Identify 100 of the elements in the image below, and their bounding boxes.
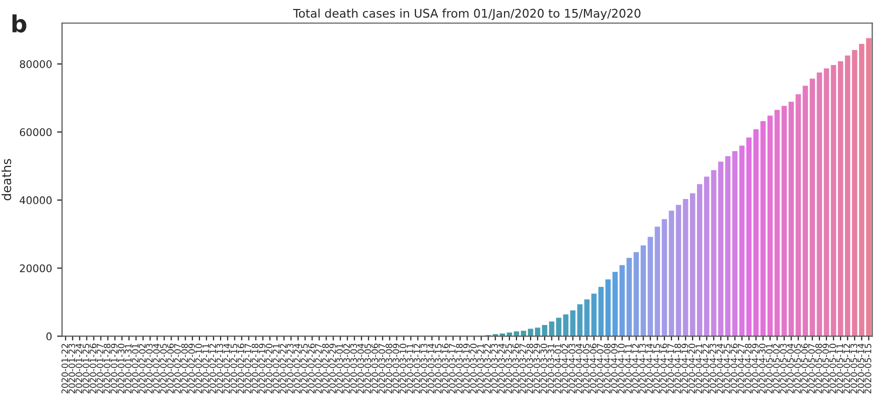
x-tick-label: 2020-04-06 bbox=[590, 344, 597, 394]
x-tick-label: 2020-05-09 bbox=[822, 344, 829, 394]
x-tick-label: 2020-03-08 bbox=[386, 344, 392, 394]
x-tick-label: 2020-02-28 bbox=[322, 344, 329, 394]
x-tick-label: 2020-02-29 bbox=[329, 344, 336, 394]
x-tick-label: 2020-03-13 bbox=[420, 344, 428, 394]
x-tick-label: 2020-04-02 bbox=[562, 344, 568, 394]
x-tick-label: 2020-03-04 bbox=[357, 344, 364, 394]
x-tick-label: 2020-04-01 bbox=[554, 344, 562, 394]
x-tick-label: 2020-04-21 bbox=[696, 344, 702, 394]
x-tick-label: 2020-03-22 bbox=[484, 344, 491, 394]
x-tick-label: 2020-02-07 bbox=[174, 344, 181, 394]
x-tick-label: 2020-03-09 bbox=[392, 344, 400, 394]
x-tick-label: 2020-04-05 bbox=[582, 344, 590, 394]
x-tick-label: 2020-04-15 bbox=[653, 344, 660, 394]
x-tick-label: 2020-05-12 bbox=[844, 344, 850, 394]
x-tick-label: 2020-04-18 bbox=[674, 344, 682, 394]
x-tick-label: 2020-04-24 bbox=[716, 344, 724, 394]
y-tick-label: 20000 bbox=[20, 264, 52, 272]
y-axis-title: deaths bbox=[2, 158, 12, 200]
x-tick-label: 2020-01-29 bbox=[110, 344, 118, 394]
x-tick-label: 2020-05-10 bbox=[829, 344, 836, 394]
x-tick-label: 2020-03-15 bbox=[434, 344, 442, 394]
x-tick-label: 2020-05-07 bbox=[808, 344, 815, 394]
x-tick-label: 2020-03-24 bbox=[498, 344, 505, 394]
x-tick-label: 2020-02-04 bbox=[153, 344, 160, 394]
x-tick-label: 2020-02-09 bbox=[188, 344, 195, 394]
x-tick-label: 2020-04-28 bbox=[744, 344, 752, 394]
x-tick-label: 2020-02-18 bbox=[252, 344, 258, 394]
x-tick-label: 2020-02-12 bbox=[209, 344, 216, 394]
x-tick-label: 2020-04-07 bbox=[596, 344, 604, 394]
x-tick-label: 2020-04-19 bbox=[681, 344, 688, 394]
x-tick-label: 2020-05-08 bbox=[815, 344, 822, 394]
x-tick-label: 2020-03-02 bbox=[343, 344, 350, 394]
x-tick-label: 2020-01-26 bbox=[90, 344, 96, 394]
x-tick-label: 2020-02-21 bbox=[272, 344, 280, 394]
x-tick-label: 2020-03-25 bbox=[505, 344, 512, 394]
x-tick-label: 2020-01-22 bbox=[61, 344, 68, 394]
x-tick-label: 2020-02-17 bbox=[244, 344, 252, 394]
x-tick-label: 2020-04-09 bbox=[611, 344, 618, 394]
x-tick-label: 2020-02-11 bbox=[202, 344, 210, 394]
x-tick-label: 2020-02-20 bbox=[266, 344, 272, 394]
x-tick-label: 2020-03-16 bbox=[442, 344, 449, 394]
x-tick-label: 2020-05-04 bbox=[787, 344, 794, 394]
x-tick-label: 2020-03-12 bbox=[414, 344, 420, 394]
x-tick-label: 2020-01-28 bbox=[104, 344, 110, 394]
x-tick-label: 2020-05-03 bbox=[780, 344, 787, 394]
x-tick-label: 2020-03-17 bbox=[448, 344, 456, 394]
x-tick-label: 2020-02-14 bbox=[224, 344, 230, 394]
chart-title: Total death cases in USA from 01/Jan/2020 to 15/May/2020 bbox=[293, 8, 640, 20]
x-tick-label: 2020-03-05 bbox=[364, 344, 372, 394]
y-tick-label: 80000 bbox=[20, 60, 52, 68]
y-tick-label: 60000 bbox=[20, 128, 52, 136]
text: b bbox=[12, 14, 26, 33]
x-tick-label: 2020-03-20 bbox=[470, 344, 477, 394]
x-tick-label: 2020-04-27 bbox=[738, 344, 744, 394]
x-tick-label: 2020-03-21 bbox=[477, 344, 484, 394]
x-tick-label: 2020-03-30 bbox=[540, 344, 548, 394]
x-tick-label: 2020-03-11 bbox=[406, 344, 414, 394]
x-tick-label: 2020-02-05 bbox=[160, 344, 167, 394]
x-tick-label: 2020-03-10 bbox=[400, 344, 406, 394]
x-tick-label: 2020-03-01 bbox=[336, 344, 343, 394]
x-tick-label: 2020-05-02 bbox=[773, 344, 780, 394]
x-tick-label: 2020-02-03 bbox=[146, 344, 153, 394]
x-tick-label: 2020-04-11 bbox=[625, 344, 632, 394]
x-tick-label: 2020-04-16 bbox=[660, 344, 667, 394]
x-tick-label: 2020-04-22 bbox=[702, 344, 710, 394]
x-tick-label: 2020-01-24 bbox=[76, 344, 82, 394]
x-tick-label: 2020-05-01 bbox=[766, 344, 773, 394]
x-tick-label: 2020-02-16 bbox=[238, 344, 244, 394]
y-tick-label: 0 bbox=[46, 332, 52, 340]
x-tick-label: 2020-03-19 bbox=[463, 344, 470, 394]
x-tick-label: 2020-01-25 bbox=[82, 344, 90, 394]
x-tick-label: 2020-01-23 bbox=[68, 344, 76, 394]
x-tick-label: 2020-05-11 bbox=[836, 344, 844, 394]
x-tick-label: 2020-02-27 bbox=[315, 344, 322, 394]
x-tick-label: 2020-02-24 bbox=[294, 344, 301, 394]
x-tick-label: 2020-03-03 bbox=[350, 344, 357, 394]
x-tick-label: 2020-04-10 bbox=[618, 344, 625, 394]
x-tick-label: 2020-03-23 bbox=[491, 344, 498, 394]
x-tick-label: 2020-04-25 bbox=[724, 344, 730, 394]
x-tick-label: 2020-03-18 bbox=[456, 344, 463, 394]
x-tick-label: 2020-02-02 bbox=[138, 344, 146, 394]
x-tick-label: 2020-04-14 bbox=[646, 344, 653, 394]
x-tick-label: 2020-03-28 bbox=[526, 344, 534, 394]
x-tick-label: 2020-02-26 bbox=[308, 344, 315, 394]
x-tick-label: 2020-02-08 bbox=[181, 344, 188, 394]
x-tick-label: 2020-02-25 bbox=[301, 344, 308, 394]
x-tick-label: 2020-05-15 bbox=[864, 344, 872, 394]
x-tick-label: 2020-04-20 bbox=[688, 344, 696, 394]
x-tick-label: 2020-04-23 bbox=[710, 344, 716, 394]
x-tick-label: 2020-05-13 bbox=[850, 344, 858, 394]
x-tick-label: 2020-05-06 bbox=[801, 344, 808, 394]
x-tick-label: 2020-02-01 bbox=[132, 344, 139, 394]
x-tick-label: 2020-04-30 bbox=[758, 344, 766, 394]
x-tick-label: 2020-01-31 bbox=[124, 344, 132, 394]
x-tick-label: 2020-03-07 bbox=[378, 344, 386, 394]
x-tick-label: 2020-04-12 bbox=[632, 344, 639, 394]
x-tick-label: 2020-01-27 bbox=[96, 344, 104, 394]
x-tick-label: 2020-04-29 bbox=[752, 344, 759, 394]
